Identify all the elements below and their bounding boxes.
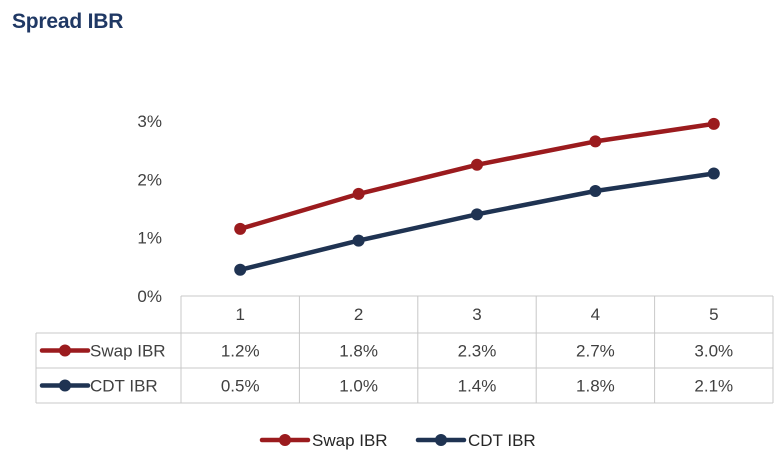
x-category-label: 2 (354, 305, 363, 324)
data-point (589, 185, 602, 197)
table-cell-value: 1.8% (576, 377, 615, 396)
data-table-grid (35, 295, 774, 404)
table-row: Swap IBR 1.2% 1.8% 2.3% 2.7% 3.0% (39, 342, 733, 361)
series-cdt-ibr (234, 167, 720, 276)
table-cell-value: 1.8% (339, 342, 378, 361)
table-cell-value: 0.5% (221, 377, 260, 396)
data-point (471, 208, 483, 221)
data-point (707, 167, 720, 180)
x-category-label: 3 (472, 305, 481, 324)
x-category-label: 1 (235, 305, 244, 324)
y-axis-ticks: 0% 1% 2% 3% (137, 112, 162, 306)
chart-title: Spread IBR (12, 10, 124, 33)
legend-marker (435, 434, 447, 446)
data-point (352, 234, 365, 247)
table-cell-value: 1.2% (221, 342, 260, 361)
table-cell-value: 3.0% (694, 342, 733, 361)
data-point (352, 187, 365, 200)
y-tick-label: 3% (137, 112, 162, 131)
y-tick-label: 2% (137, 170, 162, 189)
y-tick-label: 1% (137, 229, 162, 248)
table-cell-value: 2.7% (576, 342, 615, 361)
data-point (234, 222, 247, 235)
legend-item: CDT IBR (415, 431, 536, 450)
data-point (471, 158, 483, 171)
row-legend-marker (59, 344, 71, 357)
row-series-name: Swap IBR (90, 342, 166, 361)
data-point (234, 263, 247, 276)
legend-marker (279, 434, 291, 446)
data-point (589, 135, 602, 148)
legend-label: CDT IBR (468, 431, 536, 450)
table-cell-value: 2.1% (694, 377, 733, 396)
table-cell-value: 1.0% (339, 377, 378, 396)
x-category-label: 4 (591, 305, 600, 324)
legend-item: Swap IBR (259, 431, 388, 450)
legend-label: Swap IBR (312, 431, 388, 450)
table-cell-value: 1.4% (458, 377, 497, 396)
legend: Swap IBR CDT IBR (259, 431, 536, 450)
series-lines (234, 117, 720, 276)
table-row: CDT IBR 0.5% 1.0% 1.4% 1.8% 2.1% (39, 377, 733, 396)
data-point (707, 117, 720, 130)
table-cell-value: 2.3% (458, 342, 497, 361)
row-series-name: CDT IBR (90, 377, 158, 396)
x-category-label: 5 (709, 305, 718, 324)
row-legend-marker (59, 379, 71, 392)
series-swap-ibr (234, 117, 720, 235)
y-tick-label: 0% (137, 287, 162, 306)
x-axis-categories: 1 2 3 4 5 (235, 305, 718, 324)
data-table-cells: Swap IBR 1.2% 1.8% 2.3% 2.7% 3.0% CDT IBR 0.5% 1… (39, 342, 733, 396)
series-line (237, 171, 717, 273)
